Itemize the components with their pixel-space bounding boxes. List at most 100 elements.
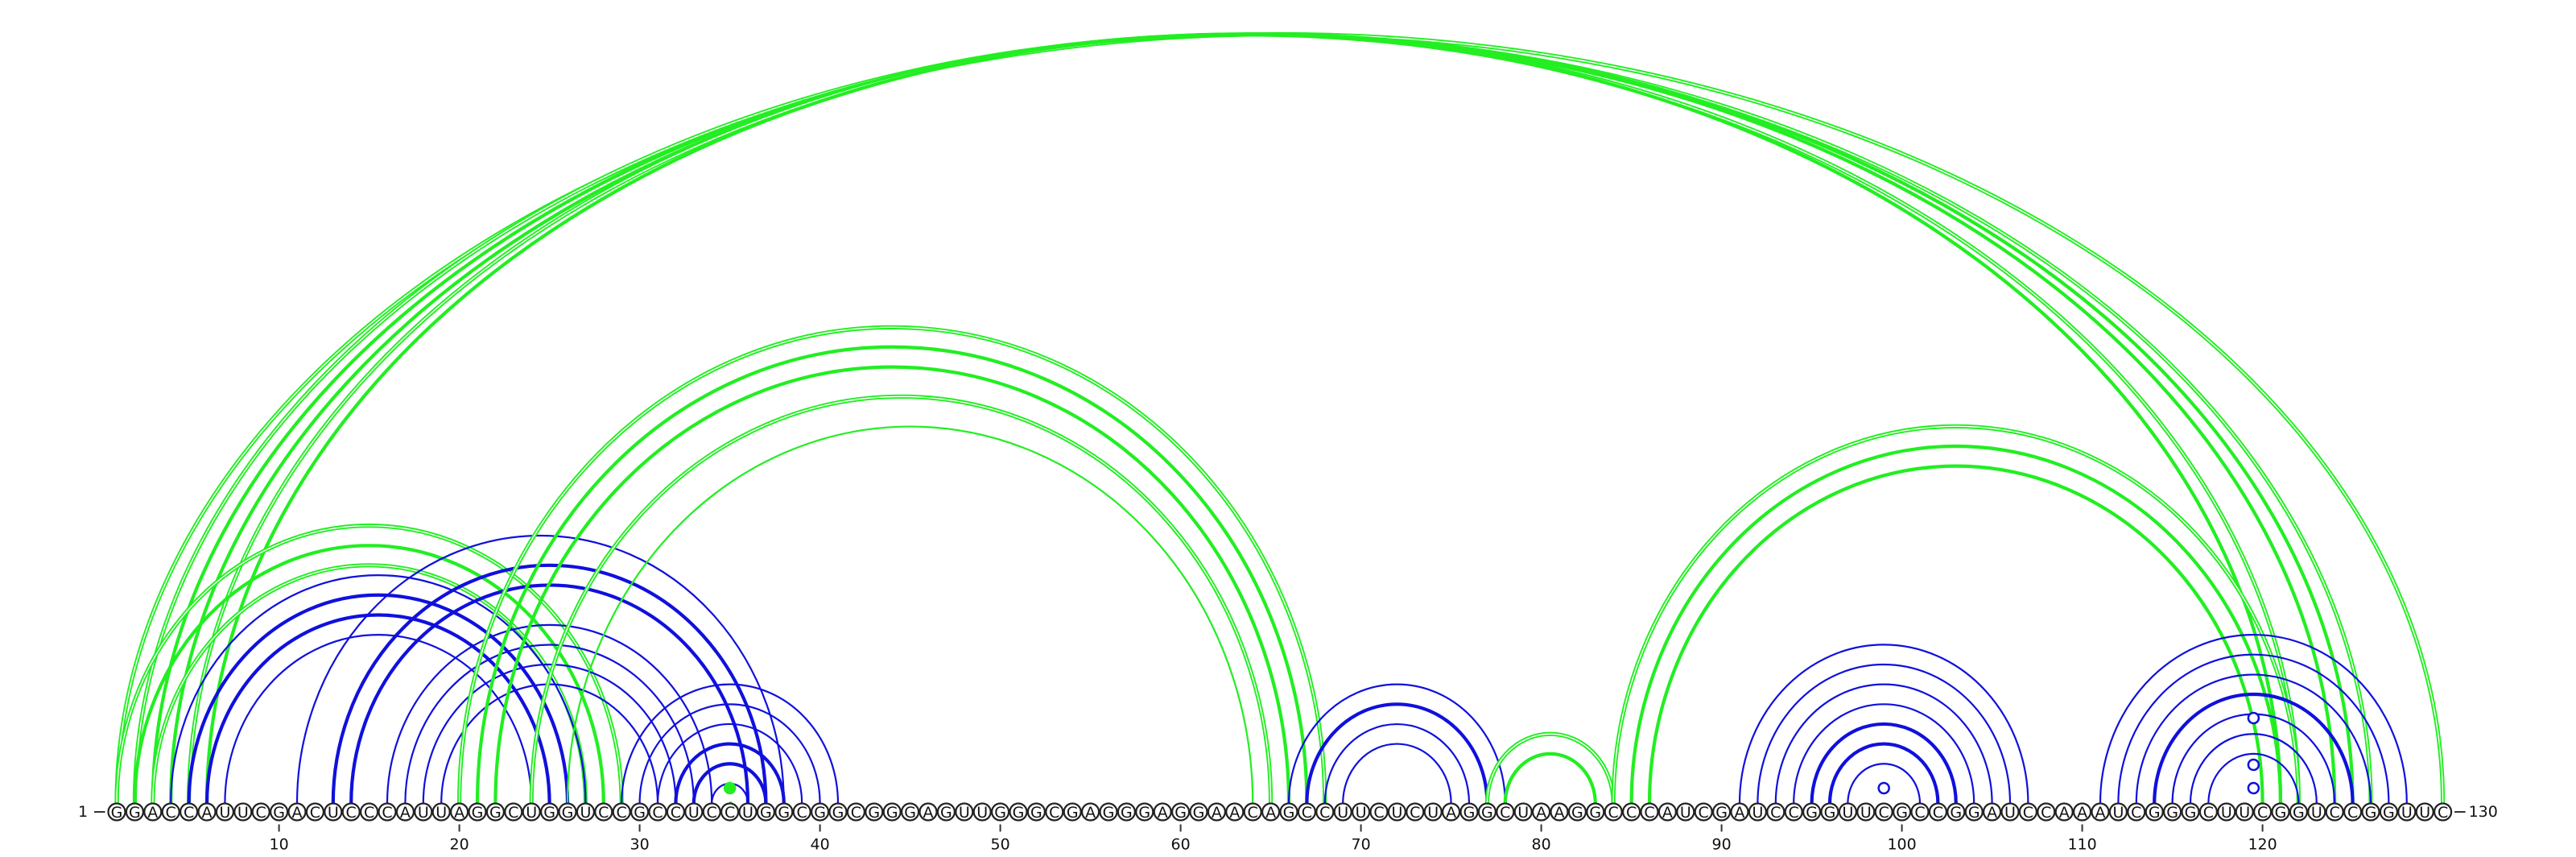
nucleotide-18: U	[414, 802, 433, 822]
base-pair-arc-67-77	[1305, 702, 1489, 804]
nucleotide-circle	[431, 802, 451, 822]
nucleotide-circle	[1279, 802, 1298, 822]
nucleotide-letter: U	[2221, 804, 2232, 822]
nucleotide-circle	[846, 802, 866, 822]
tick-label-100: 100	[1887, 836, 1916, 854]
base-pair-arc-21-67	[475, 345, 1309, 804]
nucleotide-119: U	[2235, 802, 2254, 822]
nucleotide-35: C	[720, 802, 740, 822]
nucleotide-letter: G	[1067, 804, 1079, 822]
nucleotide-letter: U	[219, 804, 230, 822]
nucleotide-circle	[2379, 802, 2398, 822]
nucleotide-21: G	[468, 802, 487, 822]
nucleotide-74: U	[1423, 802, 1443, 822]
nucleotide-circle	[1225, 802, 1245, 822]
nucleotide-letter: G	[760, 804, 772, 822]
nucleotide-letter: G	[1138, 804, 1150, 822]
nucleotide-85: C	[1621, 802, 1641, 822]
sequence-backbone: 1 130	[78, 803, 2498, 821]
nucleotide-letter: G	[1950, 804, 1962, 822]
nucleotide-letter: G	[868, 804, 880, 822]
nucleotide-73: C	[1406, 802, 1425, 822]
nucleotide-95: G	[1802, 802, 1822, 822]
nucleotide-circle	[1838, 802, 1857, 822]
nucleotide-79: U	[1513, 802, 1533, 822]
nucleotide-circle	[1766, 802, 1785, 822]
nucleotide-1: G	[107, 802, 126, 822]
nucleotide-circle	[1657, 802, 1677, 822]
base-pair-arcs	[114, 31, 2446, 804]
nucleotide-letter: C	[2203, 804, 2214, 822]
nucleotide-letter: U	[1752, 804, 1763, 822]
base-pair-arc-4-27	[170, 574, 587, 804]
nucleotide-63: A	[1225, 802, 1245, 822]
nucleotide-letter: C	[2041, 804, 2051, 822]
nucleotide-letter: C	[1302, 804, 1312, 822]
nucleotide-20: A	[449, 802, 469, 822]
nucleotide-letter: A	[2077, 804, 2087, 822]
nucleotide-circle	[305, 802, 324, 822]
nucleotide-circle	[1874, 802, 1893, 822]
nucleotide-33: U	[684, 802, 704, 822]
nucleotide-circle	[1784, 802, 1803, 822]
nucleotide-letter: U	[2419, 804, 2430, 822]
nucleotide-56: G	[1099, 802, 1118, 822]
nucleotide-letter: U	[1391, 804, 1402, 822]
base-pair-arc-95-103	[1810, 722, 1958, 804]
nucleotide-letter: U	[1356, 804, 1367, 822]
nucleotide-letter: U	[237, 804, 249, 822]
nucleotide-19: U	[431, 802, 451, 822]
nucleotide-circle	[341, 802, 361, 822]
nucleotide-letter: C	[2023, 804, 2033, 822]
nucleotide-circle	[576, 802, 596, 822]
base-pair-arc-113-126	[2135, 673, 2372, 804]
nucleotide-99: C	[1874, 802, 1893, 822]
nucleotide-49: U	[972, 802, 992, 822]
nucleotide-circle	[1802, 802, 1822, 822]
nucleotide-26: G	[558, 802, 577, 822]
nucleotide-129: U	[2415, 802, 2434, 822]
nucleotide-letter: U	[1427, 804, 1439, 822]
nucleotide-circle	[2361, 802, 2380, 822]
nucleotide-circle	[865, 802, 884, 822]
nucleotide-circle	[180, 802, 199, 822]
base-pair-arc-7-24	[224, 634, 533, 804]
base-pair-arc-85-121	[1629, 444, 2283, 804]
nucleotide-circle	[107, 802, 126, 822]
nucleotide-letter: A	[1265, 804, 1276, 822]
nucleotide-letter: G	[562, 804, 574, 822]
nucleotide-123: U	[2307, 802, 2326, 822]
nucleotide-circle	[197, 802, 217, 822]
nucleotide-circle	[1009, 802, 1028, 822]
base-pair-arc-92-106	[1757, 663, 2012, 804]
base-pair-arc-6-121	[204, 32, 2283, 804]
base-pair-arc-96-102	[1827, 742, 1940, 804]
nucleotide-letter: G	[778, 804, 790, 822]
nucleotide-letter: A	[1446, 804, 1456, 822]
nucleotide-125: C	[2343, 802, 2363, 822]
nucleotide-96: G	[1820, 802, 1839, 822]
base-pair-arc-94-104	[1793, 703, 1975, 804]
nucleotide-circle	[2271, 802, 2290, 822]
nucleotide-letter: A	[1212, 804, 1222, 822]
nucleotide-letter: G	[472, 804, 484, 822]
nucleotide-circle	[2054, 802, 2074, 822]
nucleotide-letter: G	[1968, 804, 1980, 822]
base-pair-arc-22-66	[493, 365, 1291, 804]
nucleotide-circle	[468, 802, 487, 822]
nucleotide-circle	[2217, 802, 2236, 822]
base-pair-arc-31-39	[656, 722, 803, 804]
nucleotide-letter: G	[2365, 804, 2377, 822]
nucleotide-circle	[1730, 802, 1749, 822]
base-pair-arc-69-75	[1342, 743, 1452, 804]
nucleotide-121: G	[2271, 802, 2290, 822]
nucleotide-77: G	[1477, 802, 1497, 822]
nucleotide-34: C	[702, 802, 721, 822]
nucleotide-letter: G	[2149, 804, 2161, 822]
nucleotide-87: A	[1657, 802, 1677, 822]
nucleotide-22: G	[485, 802, 506, 822]
nucleotide-circle	[324, 802, 343, 822]
nucleotide-letter: G	[1013, 804, 1025, 822]
nucleotide-circle	[1387, 802, 1407, 822]
nucleotide-32: C	[666, 802, 686, 822]
